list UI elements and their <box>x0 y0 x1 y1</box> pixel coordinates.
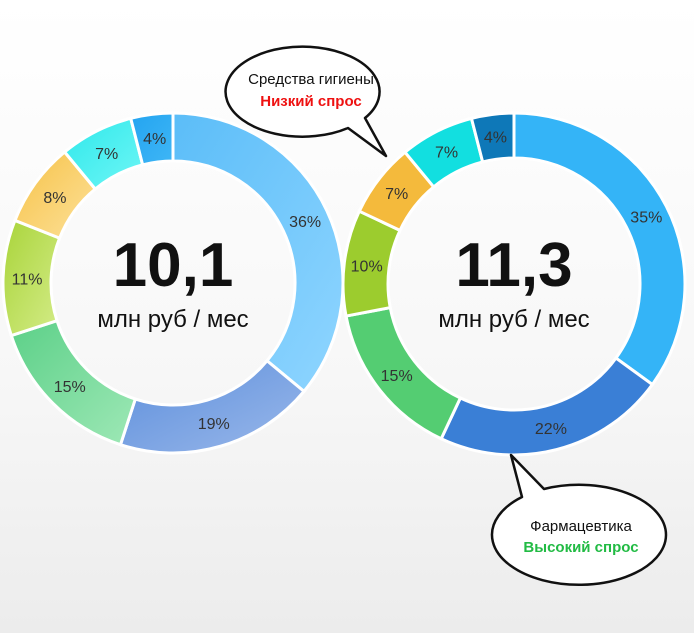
right-donut-label-3: 15% <box>381 368 413 385</box>
callout-pharma-bubble <box>490 453 668 587</box>
right-donut-slice-2 <box>439 355 655 457</box>
callout-pharma-subtitle: Высокий спрос <box>523 539 638 556</box>
left-donut-label-5: 8% <box>43 190 66 207</box>
callout-hygiene: Средства гигиены Низкий спрос <box>224 45 388 158</box>
right-center-unit: млн руб / мес <box>438 306 589 333</box>
right-donut-label-1: 35% <box>630 210 662 227</box>
left-donut-slice-7 <box>128 111 175 167</box>
right-donut-slice-7 <box>469 111 516 164</box>
left-donut-slice-1 <box>171 111 345 394</box>
right-donut-label-7: 4% <box>484 130 507 147</box>
callout-hygiene-subtitle: Низкий спрос <box>260 93 362 110</box>
donut-chart-right: 35% 22% 15% 10% 7% 7% 4% <box>341 111 687 457</box>
left-donut-label-3: 15% <box>54 379 86 396</box>
left-donut-slice-2 <box>118 358 307 455</box>
right-donut-label-2: 22% <box>535 421 567 438</box>
callout-pharma: Фармацевтика Высокий спрос <box>490 453 668 587</box>
left-donut-label-7: 4% <box>143 131 166 148</box>
right-center-value: 11,3 <box>455 231 572 300</box>
callout-hygiene-bubble <box>224 45 388 158</box>
donut-chart-left: 36% 19% 15% 11% 8% 7% 4% <box>1 111 345 455</box>
right-donut-label-5: 7% <box>385 186 408 203</box>
callout-hygiene-title: Средства гигиены <box>248 71 374 88</box>
right-donut-label-4: 10% <box>351 258 383 275</box>
right-donut-slice-1 <box>512 111 687 387</box>
left-center-unit: млн руб / мес <box>97 306 248 333</box>
left-donut-label-2: 19% <box>198 416 230 433</box>
left-center-value: 10,1 <box>113 231 234 300</box>
left-donut-label-4: 11% <box>12 271 43 288</box>
callout-pharma-title: Фармацевтика <box>530 518 632 535</box>
left-donut-label-6: 7% <box>95 146 118 163</box>
right-donut-label-6: 7% <box>435 145 458 162</box>
left-donut-label-1: 36% <box>289 214 321 231</box>
